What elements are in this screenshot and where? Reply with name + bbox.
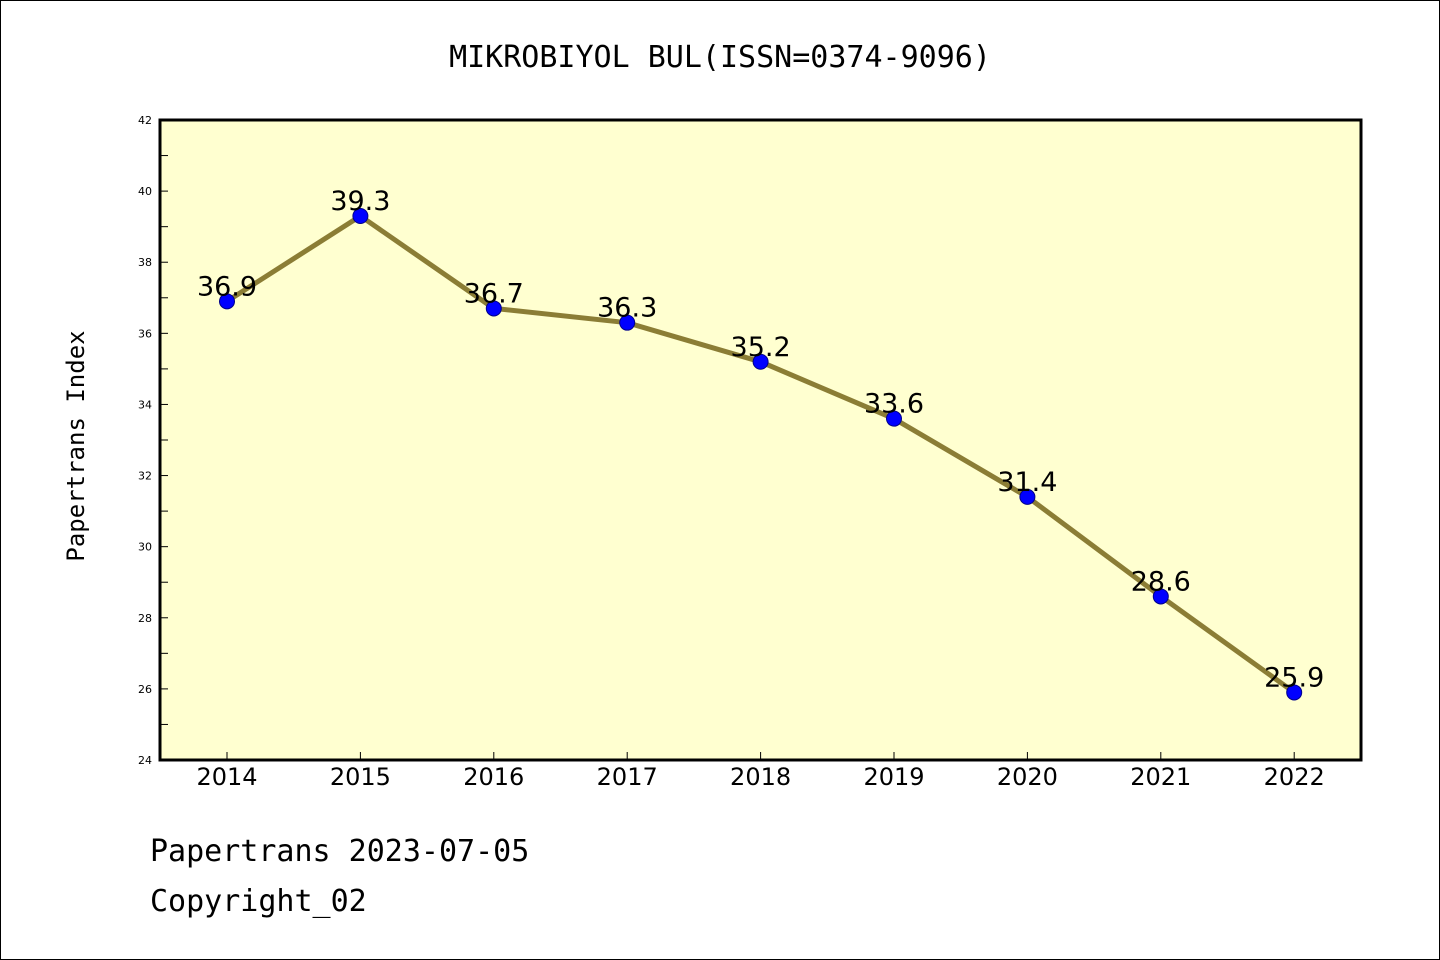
y-tick-label: 26	[138, 683, 152, 696]
x-tick-label: 2019	[863, 763, 924, 791]
y-tick-label: 28	[138, 612, 152, 625]
data-point-2015	[352, 208, 369, 224]
data-points	[219, 208, 1303, 701]
x-tick-label: 2021	[1130, 763, 1191, 791]
data-point-2016	[485, 300, 502, 317]
data-label-2022: 25.9	[1264, 662, 1324, 693]
chart-title: MIKROBIYOL BUL(ISSN=0374-9096)	[449, 40, 991, 75]
data-label-2021: 28.6	[1131, 566, 1191, 597]
y-tick-label: 24	[138, 754, 152, 767]
data-label-2018: 35.2	[731, 332, 791, 363]
data-labels: 36.9 39.3 36.7 36.3 35.2 33.6 31.4 28.6 25.9	[197, 186, 1324, 693]
plot-area	[158, 118, 1363, 762]
y-tick-label: 38	[138, 256, 152, 269]
data-label-2020: 31.4	[997, 467, 1057, 498]
data-point-2017	[619, 314, 636, 331]
x-tick-label: 2015	[330, 763, 391, 791]
y-tick-label: 30	[138, 541, 152, 554]
x-tick-label: 2017	[597, 763, 658, 791]
data-label-2019: 33.6	[864, 389, 924, 420]
y-tick-label: 32	[138, 470, 152, 483]
data-point-2022	[1286, 684, 1303, 701]
x-tick-label: 2016	[463, 763, 524, 791]
y-tick-label: 42	[138, 114, 152, 127]
x-tick-label: 2022	[1264, 763, 1325, 791]
data-label-2015: 39.3	[330, 186, 390, 217]
y-tick-label: 36	[138, 327, 152, 340]
data-point-2021	[1152, 588, 1169, 605]
y-tick-label: 34	[138, 398, 152, 411]
data-point-2020	[1019, 488, 1036, 505]
data-point-2018	[752, 353, 769, 370]
data-label-2016: 36.7	[464, 278, 524, 309]
footer-copyright: Copyright_02	[150, 884, 367, 919]
footer-date: Papertrans 2023-07-05	[150, 834, 530, 869]
data-label-2017: 36.3	[597, 293, 657, 324]
data-point-2019	[886, 410, 902, 427]
data-point-2014	[219, 293, 235, 310]
y-tick-label: 40	[138, 185, 152, 198]
x-tick-label: 2014	[196, 763, 257, 791]
x-tick-label: 2018	[730, 763, 791, 791]
data-label-2014: 36.9	[197, 271, 257, 302]
y-axis-label: Papertrans Index	[62, 330, 90, 561]
x-tick-label: 2020	[997, 763, 1058, 791]
y-axis: 24 26 28 30 32 34 36 38 40 42	[138, 114, 168, 767]
x-axis: 2014 2015 2016 2017 2018 2019 2020 2021 2022	[196, 752, 1325, 791]
